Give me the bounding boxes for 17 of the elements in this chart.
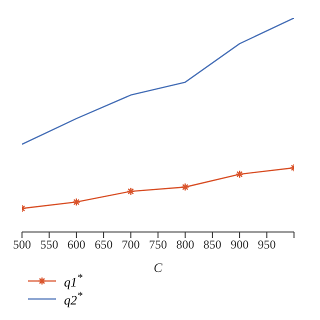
x-tick-label: 700 bbox=[122, 238, 140, 252]
x-tick-label: 750 bbox=[149, 238, 167, 252]
point bbox=[72, 198, 81, 206]
point bbox=[235, 170, 244, 178]
x-tick-label: 950 bbox=[258, 238, 276, 252]
x-tick-label: 900 bbox=[230, 238, 249, 252]
x-tick-label: 850 bbox=[203, 238, 222, 252]
legend-label: q1$^{*}$ bbox=[64, 272, 82, 290]
x-tick-label: 800 bbox=[176, 238, 194, 252]
point bbox=[126, 187, 135, 196]
x-tick-label: 600 bbox=[67, 238, 86, 252]
x-tick-label: 650 bbox=[94, 238, 113, 252]
x-tick-label: 500 bbox=[13, 238, 31, 252]
x-axis-title: C bbox=[154, 260, 163, 275]
point bbox=[181, 182, 190, 192]
x-tick-label: 550 bbox=[40, 238, 58, 252]
legend-label: q2$^{*}$ bbox=[64, 290, 82, 308]
